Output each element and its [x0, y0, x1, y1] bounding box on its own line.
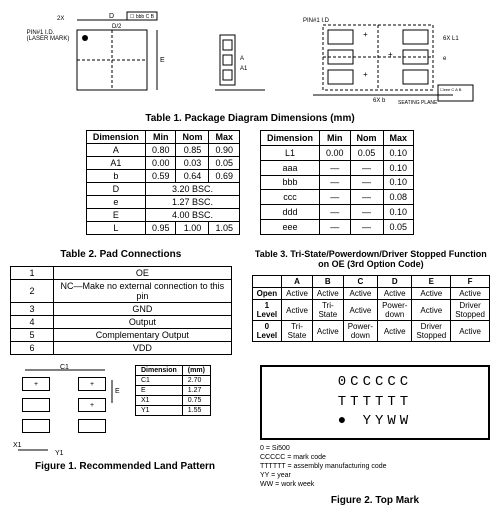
table1-right: Dimension Min Nom Max L10.000.050.10aaa—…: [260, 130, 414, 235]
th-min: Min: [320, 131, 351, 146]
topmark-line3: ● YYWW: [272, 412, 478, 432]
pin1-label: PIN#1 I.D. (LASER MARK): [27, 30, 77, 42]
figure2-title: Figure 2. Top Mark: [260, 495, 490, 506]
figure1-title: Figure 1. Recommended Land Pattern: [10, 461, 240, 472]
land-pattern-diagram: C1 E X1 Y1 + + +: [10, 365, 120, 455]
svg-text:☐eee C A B: ☐eee C A B: [440, 87, 462, 92]
th-dim: Dimension: [261, 131, 320, 146]
table3-title: Table 3. Tri-State/Powerdown/Driver Stop…: [252, 249, 490, 269]
svg-text:6X L1: 6X L1: [443, 36, 459, 42]
table1-left: Dimension Min Nom Max A0.800.850.90A10.0…: [86, 130, 240, 235]
topmark-box: 0CCCCC TTTTTT ● YYWW: [260, 365, 490, 440]
table2-title: Table 2. Pad Connections: [10, 249, 232, 260]
th-dim: Dimension: [86, 131, 145, 144]
th-nom: Nom: [350, 131, 383, 146]
svg-text:+: +: [363, 70, 368, 79]
svg-text:+: +: [363, 30, 368, 39]
svg-text:A: A: [240, 56, 244, 62]
svg-text:X1: X1: [13, 442, 22, 449]
table2: 1OE2NC—Make no external connection to th…: [10, 266, 232, 355]
svg-text:2X: 2X: [57, 16, 64, 22]
topmark-line1: 0CCCCC: [272, 373, 478, 393]
topmark-line2: TTTTTT: [272, 393, 478, 413]
svg-text:Y1: Y1: [55, 450, 64, 457]
svg-text:PIN#1 I.D: PIN#1 I.D: [303, 18, 330, 24]
svg-text:e: e: [443, 56, 447, 62]
svg-text:D: D: [109, 13, 114, 20]
table1-title: Table 1. Package Diagram Dimensions (mm): [10, 113, 490, 124]
svg-text:6X b: 6X b: [373, 98, 386, 104]
svg-text:C1: C1: [60, 364, 69, 371]
th-min: Min: [145, 131, 176, 144]
topmark-notes: 0 = Si500CCCCC = mark codeTTTTTT = assem…: [260, 444, 490, 489]
th-nom: Nom: [176, 131, 209, 144]
th-max: Max: [209, 131, 240, 144]
svg-text:SEATING PLANE: SEATING PLANE: [398, 100, 438, 106]
svg-text:E: E: [160, 57, 165, 64]
table3: ABCDEF OpenActiveActiveActiveActiveActiv…: [252, 275, 490, 342]
svg-text:E: E: [115, 388, 120, 395]
svg-text:☐ bbb C B: ☐ bbb C B: [130, 14, 155, 20]
table1-container: Dimension Min Nom Max A0.800.850.90A10.0…: [10, 130, 490, 235]
svg-text:A1: A1: [240, 66, 248, 72]
th-max: Max: [383, 131, 414, 146]
svg-text:D/2: D/2: [112, 24, 122, 30]
land-dim-table: Dimension(mm) C12.70E1.27X10.75Y11.55: [135, 365, 211, 416]
svg-text:+: +: [388, 50, 393, 59]
package-diagrams: PIN#1 I.D. (LASER MARK) D E D/2 2X ☐ bbb…: [10, 10, 490, 105]
